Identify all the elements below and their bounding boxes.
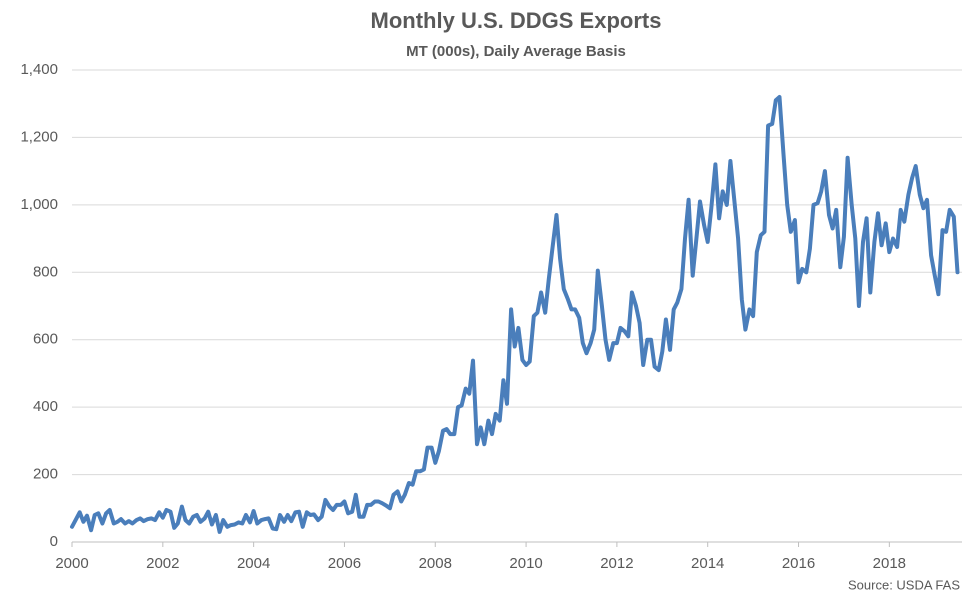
y-tick-label: 600 <box>33 331 58 348</box>
chart-subtitle: MT (000s), Daily Average Basis <box>406 43 626 60</box>
y-tick-label: 0 <box>50 533 58 550</box>
data-line <box>70 95 960 534</box>
x-tick-label: 2000 <box>55 555 88 572</box>
x-tick-label: 2012 <box>600 555 633 572</box>
chart-title: Monthly U.S. DDGS Exports <box>371 8 662 33</box>
x-tick-label: 2008 <box>419 555 452 572</box>
x-tick-label: 2006 <box>328 555 361 572</box>
y-tick-label: 1,400 <box>20 61 58 78</box>
y-tick-label: 1,000 <box>20 196 58 213</box>
source-note: Source: USDA FAS <box>848 577 960 592</box>
x-tick-label: 2004 <box>237 555 270 572</box>
y-tick-label: 800 <box>33 263 58 280</box>
x-tick-label: 2014 <box>691 555 724 572</box>
y-tick-label: 200 <box>33 466 58 483</box>
x-tick-label: 2016 <box>782 555 815 572</box>
y-tick-label: 400 <box>33 398 58 415</box>
y-tick-label: 1,200 <box>20 128 58 145</box>
x-tick-label: 2010 <box>509 555 542 572</box>
x-tick-label: 2002 <box>146 555 179 572</box>
x-tick-label: 2018 <box>873 555 906 572</box>
